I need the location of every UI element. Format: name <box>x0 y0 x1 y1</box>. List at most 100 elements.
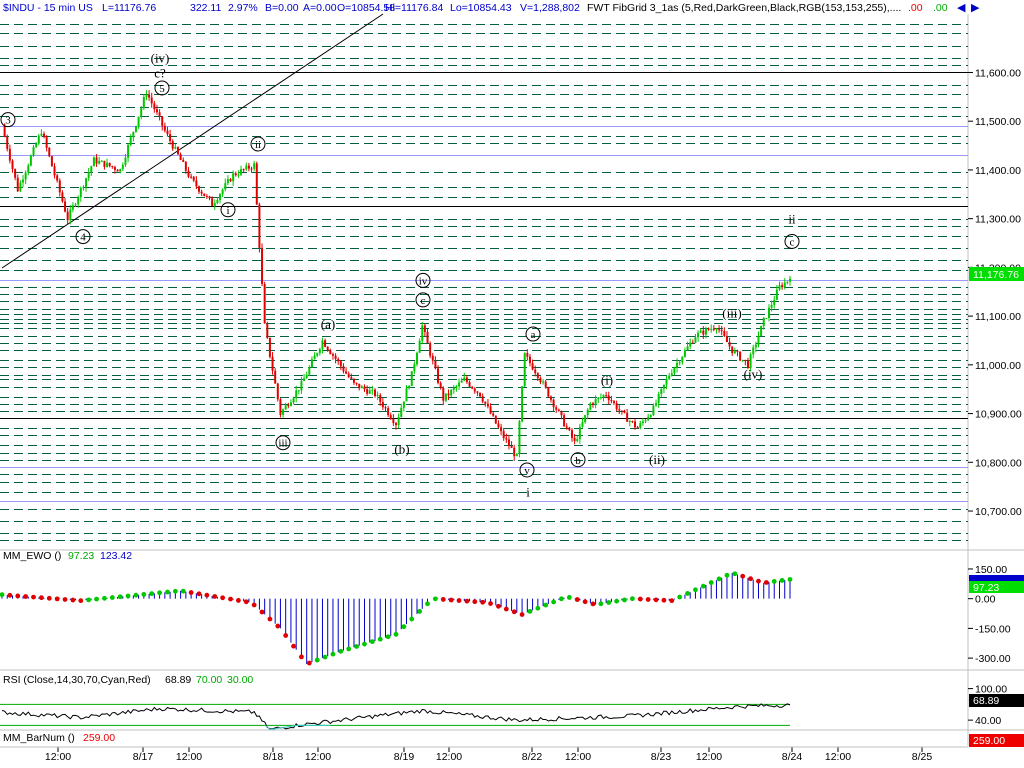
wave-label-6: 4 <box>80 232 86 244</box>
candle-body-126 <box>331 354 334 356</box>
ewo-dot-225 <box>590 601 596 607</box>
candle-body-284 <box>746 361 749 368</box>
wave-label-circle-13 <box>519 462 535 478</box>
candle-body-233 <box>613 401 616 403</box>
candle-body-57 <box>150 97 153 104</box>
candle-body-195 <box>513 447 516 457</box>
ewo-dot-144 <box>377 636 383 642</box>
price-tick-label-8: 10,800.00 <box>975 457 1022 469</box>
ewo-dot-276 <box>724 572 730 578</box>
rsi-label: RSI (Close,14,30,70,Cyan,Red) <box>3 674 151 686</box>
ewo-dot-300 <box>787 577 793 582</box>
ewo-dot-228 <box>598 601 604 607</box>
candle-body-112 <box>295 390 298 399</box>
candle-body-100 <box>263 283 266 324</box>
barnum-value-tag: 259.00 <box>973 735 1005 747</box>
ewo-panel: MM_EWO () 97.23 123.42 150.00 0.00 -150.00… <box>0 550 1024 666</box>
candle-body-254 <box>668 375 671 380</box>
candle-body-99 <box>261 247 264 284</box>
ewo-dots <box>0 571 793 666</box>
candle-body-2 <box>6 136 9 149</box>
candle-body-125 <box>329 350 332 355</box>
candle-body-224 <box>589 403 592 410</box>
candle-body-115 <box>303 378 306 381</box>
ewo-dot-3 <box>7 592 13 598</box>
candle-body-37 <box>98 161 101 164</box>
ewo-dot-6 <box>15 593 21 599</box>
candle-body-90 <box>237 174 240 176</box>
ewo-dot-93 <box>243 599 249 605</box>
candle-body-160 <box>421 325 424 341</box>
ewo-dot-162 <box>425 601 430 607</box>
ewo-dot-183 <box>480 599 486 605</box>
ewo-value-2: 123.42 <box>100 550 132 562</box>
candle-body-163 <box>429 342 432 356</box>
candle-body-21 <box>56 175 59 181</box>
candle-body-147 <box>387 408 390 416</box>
candle-body-264 <box>694 337 697 343</box>
ewo-dot-147 <box>385 634 391 640</box>
time-tick-label-6: 12:00 <box>436 751 462 763</box>
candle-body-28 <box>74 204 77 206</box>
rsi-value-1: 68.89 <box>165 674 191 686</box>
candle-body-113 <box>297 390 300 392</box>
fib-grid <box>0 24 968 541</box>
candle-body-144 <box>379 394 382 402</box>
time-tick-label-1: 8/17 <box>133 751 154 763</box>
ewo-dot-15 <box>39 595 44 601</box>
scroll-left-arrow-icon[interactable]: ◀ <box>957 2 966 14</box>
candle-body-123 <box>324 340 327 347</box>
candle-body-32 <box>85 178 88 187</box>
candle-body-11 <box>29 155 32 166</box>
barnum-label: MM_BarNum () <box>3 732 75 744</box>
barnum-panel: MM_BarNum () 259.00 259.00 <box>3 732 1024 747</box>
ewo-dot-66 <box>172 588 178 594</box>
candle-body-114 <box>300 380 303 391</box>
candle-body-217 <box>570 430 573 438</box>
candle-body-69 <box>182 159 185 162</box>
ewo-dot-234 <box>614 598 620 604</box>
candle-body-190 <box>500 427 503 432</box>
ewo-dot-288 <box>756 578 761 584</box>
time-tick-label-5: 8/19 <box>394 751 415 763</box>
candle-body-237 <box>623 410 626 413</box>
candle-body-34 <box>90 166 93 173</box>
ewo-dot-189 <box>496 603 501 609</box>
candle-body-219 <box>576 439 579 442</box>
barnum-value: 259.00 <box>83 732 115 744</box>
ewo-dot-114 <box>299 654 304 660</box>
candle-body-38 <box>100 160 103 162</box>
candle-body-66 <box>174 147 177 149</box>
ewo-dot-267 <box>700 583 706 589</box>
wave-label-circle-4 <box>250 136 266 152</box>
candle-body-145 <box>381 401 384 408</box>
candle-body-44 <box>116 169 119 172</box>
ewo-dot-216 <box>566 595 572 600</box>
candle-body-86 <box>226 179 229 184</box>
ewo-dot-153 <box>401 624 407 630</box>
candle-body-128 <box>337 359 340 362</box>
candle-body-200 <box>526 353 529 357</box>
wave-label-circle-21 <box>784 233 800 249</box>
candle-body-247 <box>649 415 652 417</box>
candle-body-132 <box>347 373 350 378</box>
candle-body-106 <box>279 399 282 415</box>
candle-body-59 <box>155 109 158 113</box>
scroll-right-arrow-icon[interactable]: ▶ <box>971 2 980 14</box>
ewo-tick-label-0: 150.00 <box>975 564 1007 576</box>
ewo-dot-165 <box>433 596 438 602</box>
candle-body-281 <box>739 351 742 361</box>
candle-body-27 <box>71 205 74 210</box>
candle-body-232 <box>610 400 613 402</box>
rsi-lines <box>0 703 791 731</box>
candle-body-151 <box>397 416 400 426</box>
candle-body-289 <box>760 325 763 337</box>
candle-body-53 <box>140 107 143 117</box>
candle-body-52 <box>137 116 140 126</box>
ewo-dot-72 <box>188 590 194 595</box>
study-value-1: .00 <box>908 2 923 14</box>
rsi-value-tag-bg <box>969 694 1024 707</box>
candle-body-225 <box>592 403 594 405</box>
wave-label-3: 5 <box>159 83 165 95</box>
